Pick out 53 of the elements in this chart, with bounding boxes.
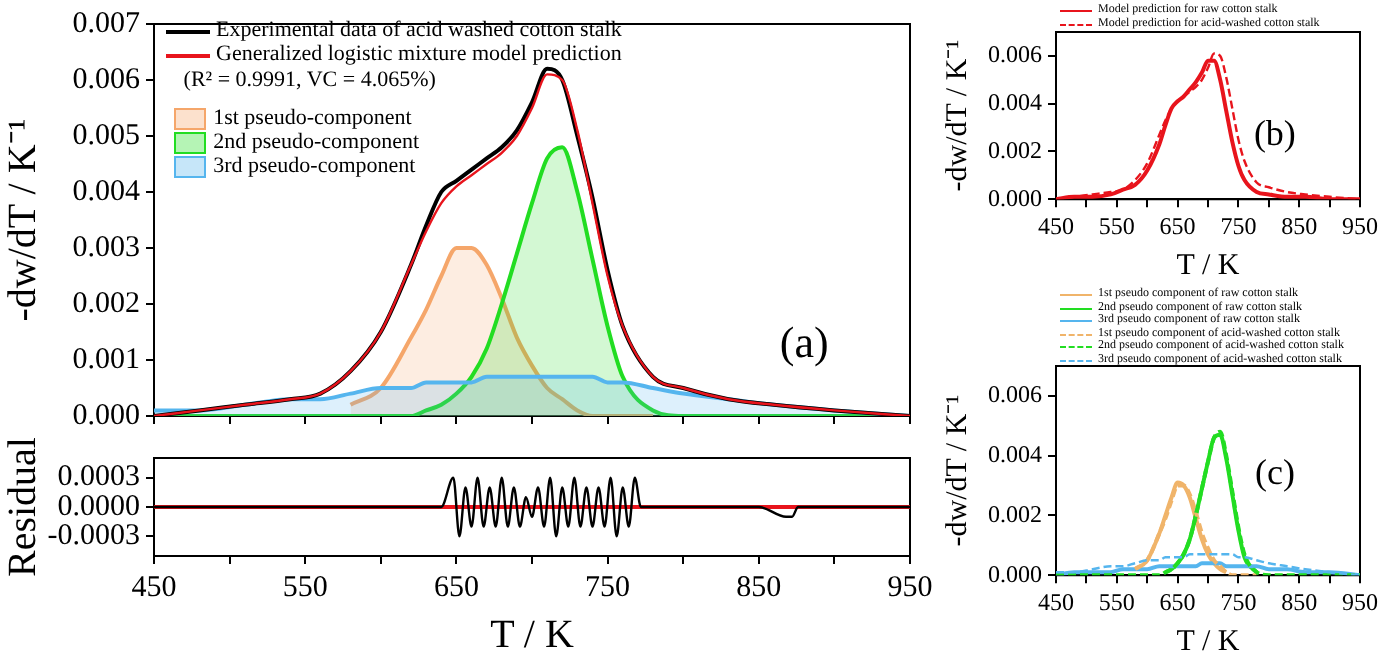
x-tick-label: 550	[1098, 587, 1135, 616]
x-tick-label: 950	[1342, 211, 1378, 240]
legend-label: Generalized logistic mixture model prediction	[216, 42, 622, 66]
y-axis-title: Residual	[0, 436, 45, 577]
x-tick-label: 650	[433, 571, 479, 604]
x-tick-label: 950	[1342, 587, 1378, 616]
x-tick-label: 850	[736, 571, 782, 604]
annotation: (b)	[1253, 113, 1296, 154]
legend-label: Experimental data of acid washed cotton stalk	[216, 18, 622, 42]
y-axis-title: -dw/dT / K⁻¹	[941, 39, 974, 192]
legend-label: 3rd pseudo-component	[213, 154, 416, 178]
y-tick-label: 0.003	[72, 231, 140, 264]
x-tick-label: 550	[1098, 211, 1135, 240]
x-tick-label: 850	[1281, 211, 1318, 240]
legend-label: 1st pseudo-component	[213, 106, 412, 130]
x-axis-title: T / K	[490, 612, 575, 657]
y-tick-label: 0.006	[72, 63, 141, 96]
annotation: (R² = 0.9991, VC = 4.065%)	[181, 66, 438, 94]
y-tick-label: 0.0000	[57, 490, 140, 523]
x-tick-label: 450	[131, 571, 177, 604]
y-tick-label: 0.002	[988, 135, 1042, 164]
y-tick-label: 0.004	[72, 175, 141, 208]
y-tick-label: 0.000	[988, 559, 1042, 588]
annotation: (c)	[1254, 452, 1295, 493]
y-tick-label: 0.0003	[57, 461, 140, 494]
x-tick-label: 650	[1159, 211, 1196, 240]
x-tick-label: 850	[1281, 587, 1318, 616]
y-tick-label: 0.005	[72, 119, 140, 152]
y-axis-title: -dw/dT / K⁻¹	[941, 394, 974, 547]
y-axis-title: -dw/dT / K⁻¹	[0, 118, 45, 322]
x-tick-label: 750	[585, 571, 631, 604]
x-tick-label: 650	[1159, 587, 1196, 616]
x-axis-title: T / K	[1176, 625, 1240, 658]
y-tick-label: 0.004	[988, 439, 1042, 468]
legend-label: 2nd pseudo-component	[213, 130, 420, 154]
x-tick-label: 450	[1038, 587, 1074, 616]
y-tick-label: -0.0003	[47, 520, 140, 553]
y-tick-label: 0.004	[988, 87, 1042, 116]
y-tick-label: 0.007	[72, 7, 141, 40]
y-tick-label: 0.001	[72, 343, 140, 376]
x-tick-label: 950	[887, 571, 933, 604]
y-tick-label: 0.002	[72, 287, 140, 320]
x-tick-label: 750	[1220, 211, 1257, 240]
y-tick-label: 0.006	[988, 380, 1042, 409]
y-tick-label: 0.000	[988, 183, 1042, 212]
y-tick-label: 0.002	[988, 499, 1042, 528]
y-tick-label: 0.000	[72, 399, 140, 432]
x-tick-label: 750	[1220, 587, 1257, 616]
x-axis-title: T / K	[1176, 249, 1240, 282]
y-tick-label: 0.006	[988, 40, 1042, 69]
annotation: (a)	[779, 317, 829, 367]
x-tick-label: 550	[282, 571, 328, 604]
x-tick-label: 450	[1038, 211, 1074, 240]
